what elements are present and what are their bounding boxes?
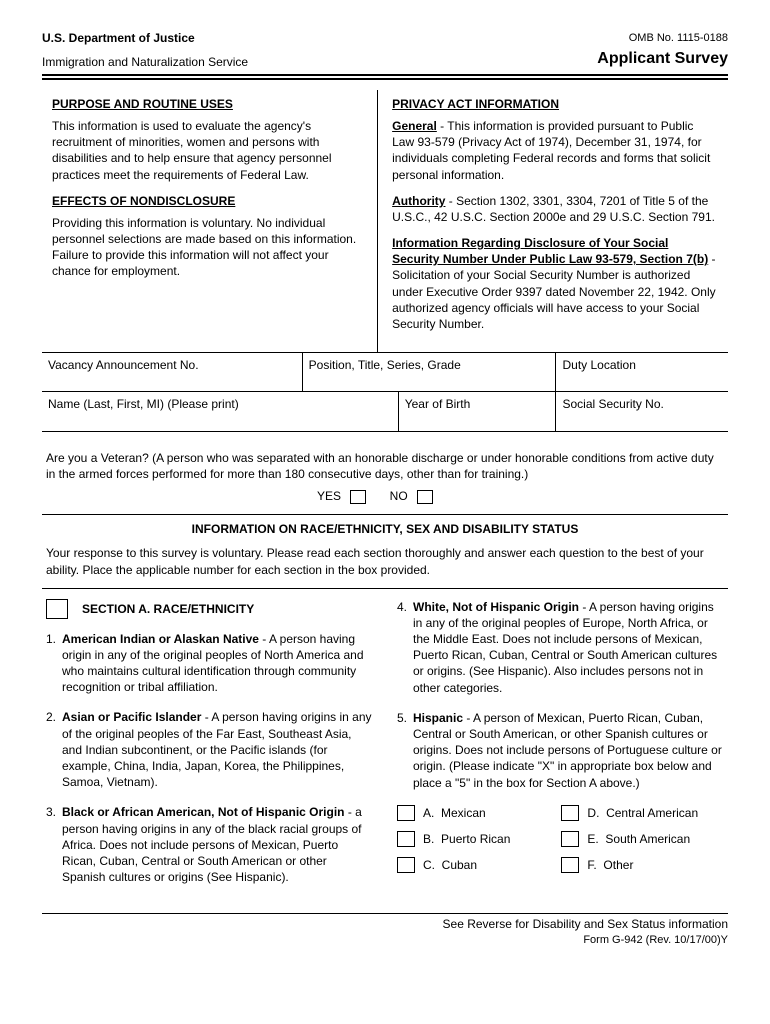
effects-body: Providing this information is voluntary.… — [52, 215, 363, 280]
duty-field[interactable]: Duty Location — [556, 353, 728, 391]
yes-checkbox[interactable] — [350, 490, 366, 504]
sub-f-box[interactable] — [561, 857, 579, 873]
vacancy-field[interactable]: Vacancy Announcement No. — [42, 353, 303, 391]
department: U.S. Department of Justice — [42, 30, 195, 46]
privacy-heading: PRIVACY ACT INFORMATION — [392, 96, 718, 112]
hispanic-sub-options: A. Mexican D. Central American B. Puerto… — [397, 805, 724, 874]
section-a-box[interactable] — [46, 599, 68, 619]
footer-line-2: Form G-942 (Rev. 10/17/00)Y — [42, 933, 728, 948]
form-title: Applicant Survey — [597, 48, 728, 70]
race-item-5: 5.Hispanic - A person of Mexican, Puerto… — [397, 710, 724, 791]
name-field[interactable]: Name (Last, First, MI) (Please print) — [42, 392, 399, 430]
section-a-title: SECTION A. RACE/ETHNICITY — [82, 601, 254, 617]
race-item-4: 4.White, Not of Hispanic Origin - A pers… — [397, 599, 724, 696]
sub-a-box[interactable] — [397, 805, 415, 821]
authority-para: Authority - Section 1302, 3301, 3304, 72… — [392, 193, 718, 225]
race-item-3: 3.Black or African American, Not of Hisp… — [46, 804, 373, 885]
no-label: NO — [390, 489, 408, 503]
sub-e-box[interactable] — [561, 831, 579, 847]
no-checkbox[interactable] — [417, 490, 433, 504]
omb-number: OMB No. 1115-0188 — [629, 31, 728, 46]
yes-label: YES — [317, 489, 341, 503]
effects-heading: EFFECTS OF NONDISCLOSURE — [52, 193, 363, 209]
veteran-question: Are you a Veteran? (A person who was sep… — [42, 450, 728, 482]
footer-line-1: See Reverse for Disability and Sex Statu… — [42, 913, 728, 932]
purpose-heading: PURPOSE AND ROUTINE USES — [52, 96, 363, 112]
sub-b-box[interactable] — [397, 831, 415, 847]
yob-field[interactable]: Year of Birth — [399, 392, 557, 430]
sub-d-box[interactable] — [561, 805, 579, 821]
position-field[interactable]: Position, Title, Series, Grade — [303, 353, 557, 391]
race-item-2: 2.Asian or Pacific Islander - A person h… — [46, 709, 373, 790]
race-item-1: 1.American Indian or Alaskan Native - A … — [46, 631, 373, 696]
ssn-para: Information Regarding Disclosure of Your… — [392, 235, 718, 332]
info-heading: INFORMATION ON RACE/ETHNICITY, SEX AND D… — [42, 521, 728, 537]
sub-c-box[interactable] — [397, 857, 415, 873]
ssn-field[interactable]: Social Security No. — [556, 392, 728, 430]
agency: Immigration and Naturalization Service — [42, 54, 248, 70]
info-instructions: Your response to this survey is voluntar… — [42, 545, 728, 588]
general-para: General - This information is provided p… — [392, 118, 718, 183]
purpose-body: This information is used to evaluate the… — [52, 118, 363, 183]
